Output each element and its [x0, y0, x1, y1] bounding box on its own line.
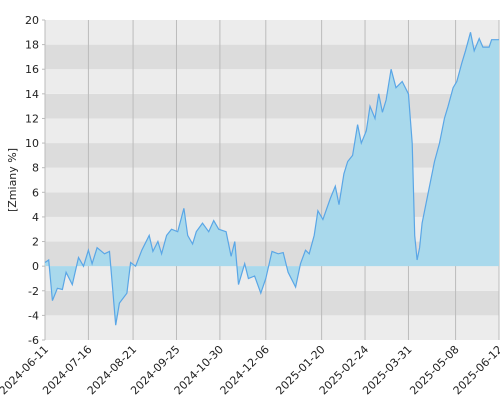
- y-axis-label: [Zmiany %]: [6, 148, 19, 212]
- y-tick-label: -2: [28, 285, 39, 298]
- y-tick-label: 2: [32, 236, 39, 249]
- y-tick-label: 18: [25, 39, 39, 52]
- y-tick-label: 8: [32, 162, 39, 175]
- band: [45, 167, 499, 193]
- y-tick-label: -4: [28, 309, 39, 322]
- line: [44, 32, 499, 326]
- x-tick-label: 2024-12-06: [218, 343, 272, 397]
- y-tick-label: 20: [25, 14, 39, 27]
- band: [45, 143, 499, 168]
- y-tick-label: -6: [28, 334, 39, 347]
- band: [45, 192, 499, 217]
- y-tick-label: 10: [25, 137, 39, 150]
- band: [45, 93, 499, 119]
- band: [45, 44, 499, 70]
- band: [45, 20, 499, 45]
- band: [45, 118, 499, 144]
- y-tick-label: 0: [32, 260, 39, 273]
- y-tick-label: 4: [32, 211, 39, 224]
- y-tick-label: 6: [32, 186, 39, 199]
- band: [45, 315, 499, 340]
- y-tick-label: 16: [25, 63, 39, 76]
- area: [45, 32, 499, 326]
- y-tick-label: 12: [25, 112, 39, 125]
- band: [45, 69, 499, 94]
- y-tick-label: 14: [25, 88, 39, 101]
